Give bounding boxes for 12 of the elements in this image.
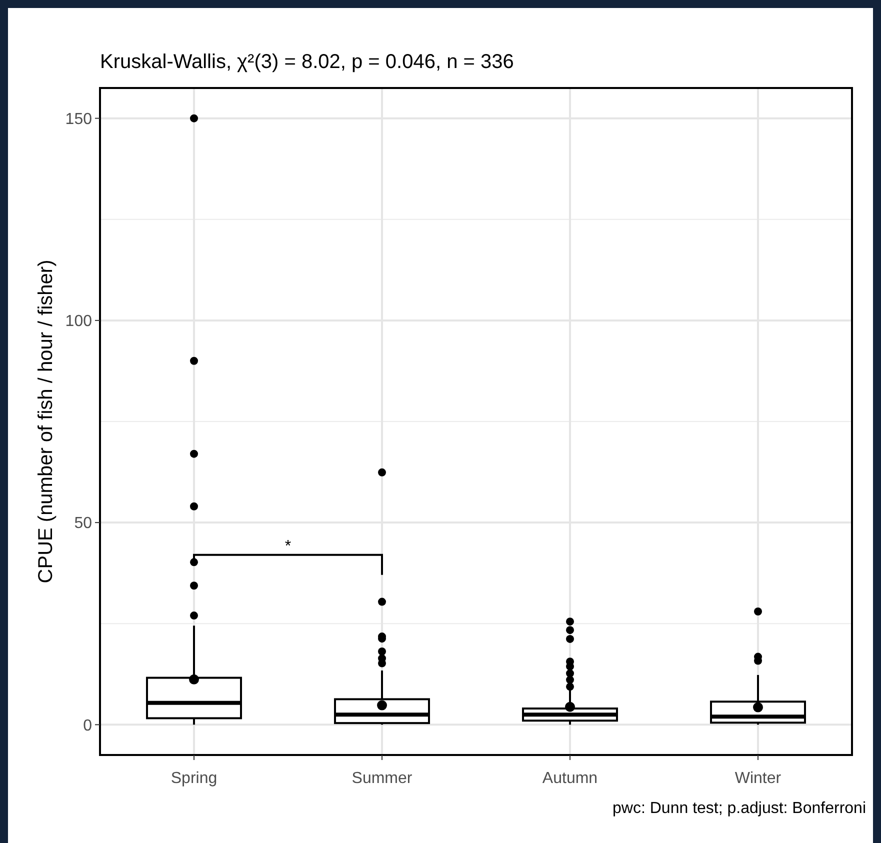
text: pwc: Dunn test; p.adjust: Bonferroni	[612, 800, 866, 817]
y-axis-title: CPUE (number of fish / hour / fisher)	[35, 260, 57, 584]
x-tick-label: Summer	[352, 770, 413, 787]
chart-title: Kruskal-Wallis, χ²(3) = 8.02, p = 0.046, n = 336	[100, 51, 514, 73]
y-tick-label: 100	[65, 313, 92, 330]
y-tick-label: 0	[83, 717, 92, 734]
x-tick-label: Autumn	[542, 770, 598, 787]
y-tick-label: 150	[65, 110, 92, 128]
annotation: *	[284, 538, 292, 555]
y-tick-label: 50	[74, 515, 92, 532]
x-tick-label: Winter	[734, 770, 782, 787]
x-tick-label: Spring	[170, 770, 218, 787]
